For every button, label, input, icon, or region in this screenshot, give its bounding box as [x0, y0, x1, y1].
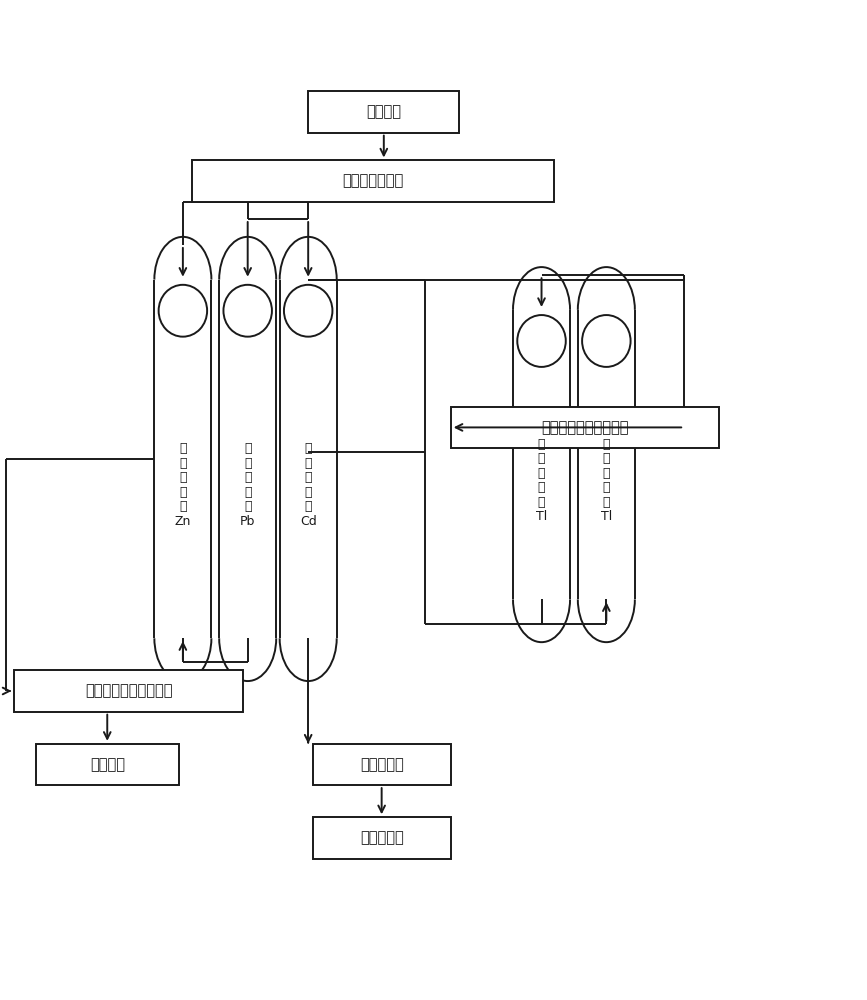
Ellipse shape [582, 315, 630, 367]
Text: 选
择
性
吸
附
Tl: 选 择 性 吸 附 Tl [536, 438, 547, 523]
Text: 含铊富集液: 含铊富集液 [360, 757, 403, 772]
Ellipse shape [224, 285, 272, 337]
Text: 细格栅或预处理: 细格栅或预处理 [342, 174, 404, 189]
Text: 达标排放或回用到车间: 达标排放或回用到车间 [541, 420, 629, 435]
Text: 选
择
性
吸
附
Zn: 选 择 性 吸 附 Zn [174, 442, 191, 528]
Text: 选
择
性
吸
附
Pb: 选 择 性 吸 附 Pb [240, 442, 256, 528]
Bar [192, 160, 555, 202]
Bar [15, 670, 244, 712]
Text: 含铊废水: 含铊废水 [366, 104, 401, 119]
Text: 选
择
性
吸
附
Cd: 选 择 性 吸 附 Cd [300, 442, 316, 528]
Bar [308, 91, 460, 133]
Bar [451, 407, 719, 448]
Text: 含锌富集液，材料再生: 含锌富集液，材料再生 [85, 683, 173, 698]
Ellipse shape [159, 285, 207, 337]
Bar [312, 744, 451, 785]
Text: 铊电解回收: 铊电解回收 [360, 830, 403, 845]
Ellipse shape [284, 285, 332, 337]
Text: 硫酸锌等: 硫酸锌等 [90, 757, 125, 772]
Text: 选
择
性
吸
附
Tl: 选 择 性 吸 附 Tl [601, 438, 612, 523]
Bar [36, 744, 179, 785]
Ellipse shape [518, 315, 566, 367]
Bar [312, 817, 451, 859]
